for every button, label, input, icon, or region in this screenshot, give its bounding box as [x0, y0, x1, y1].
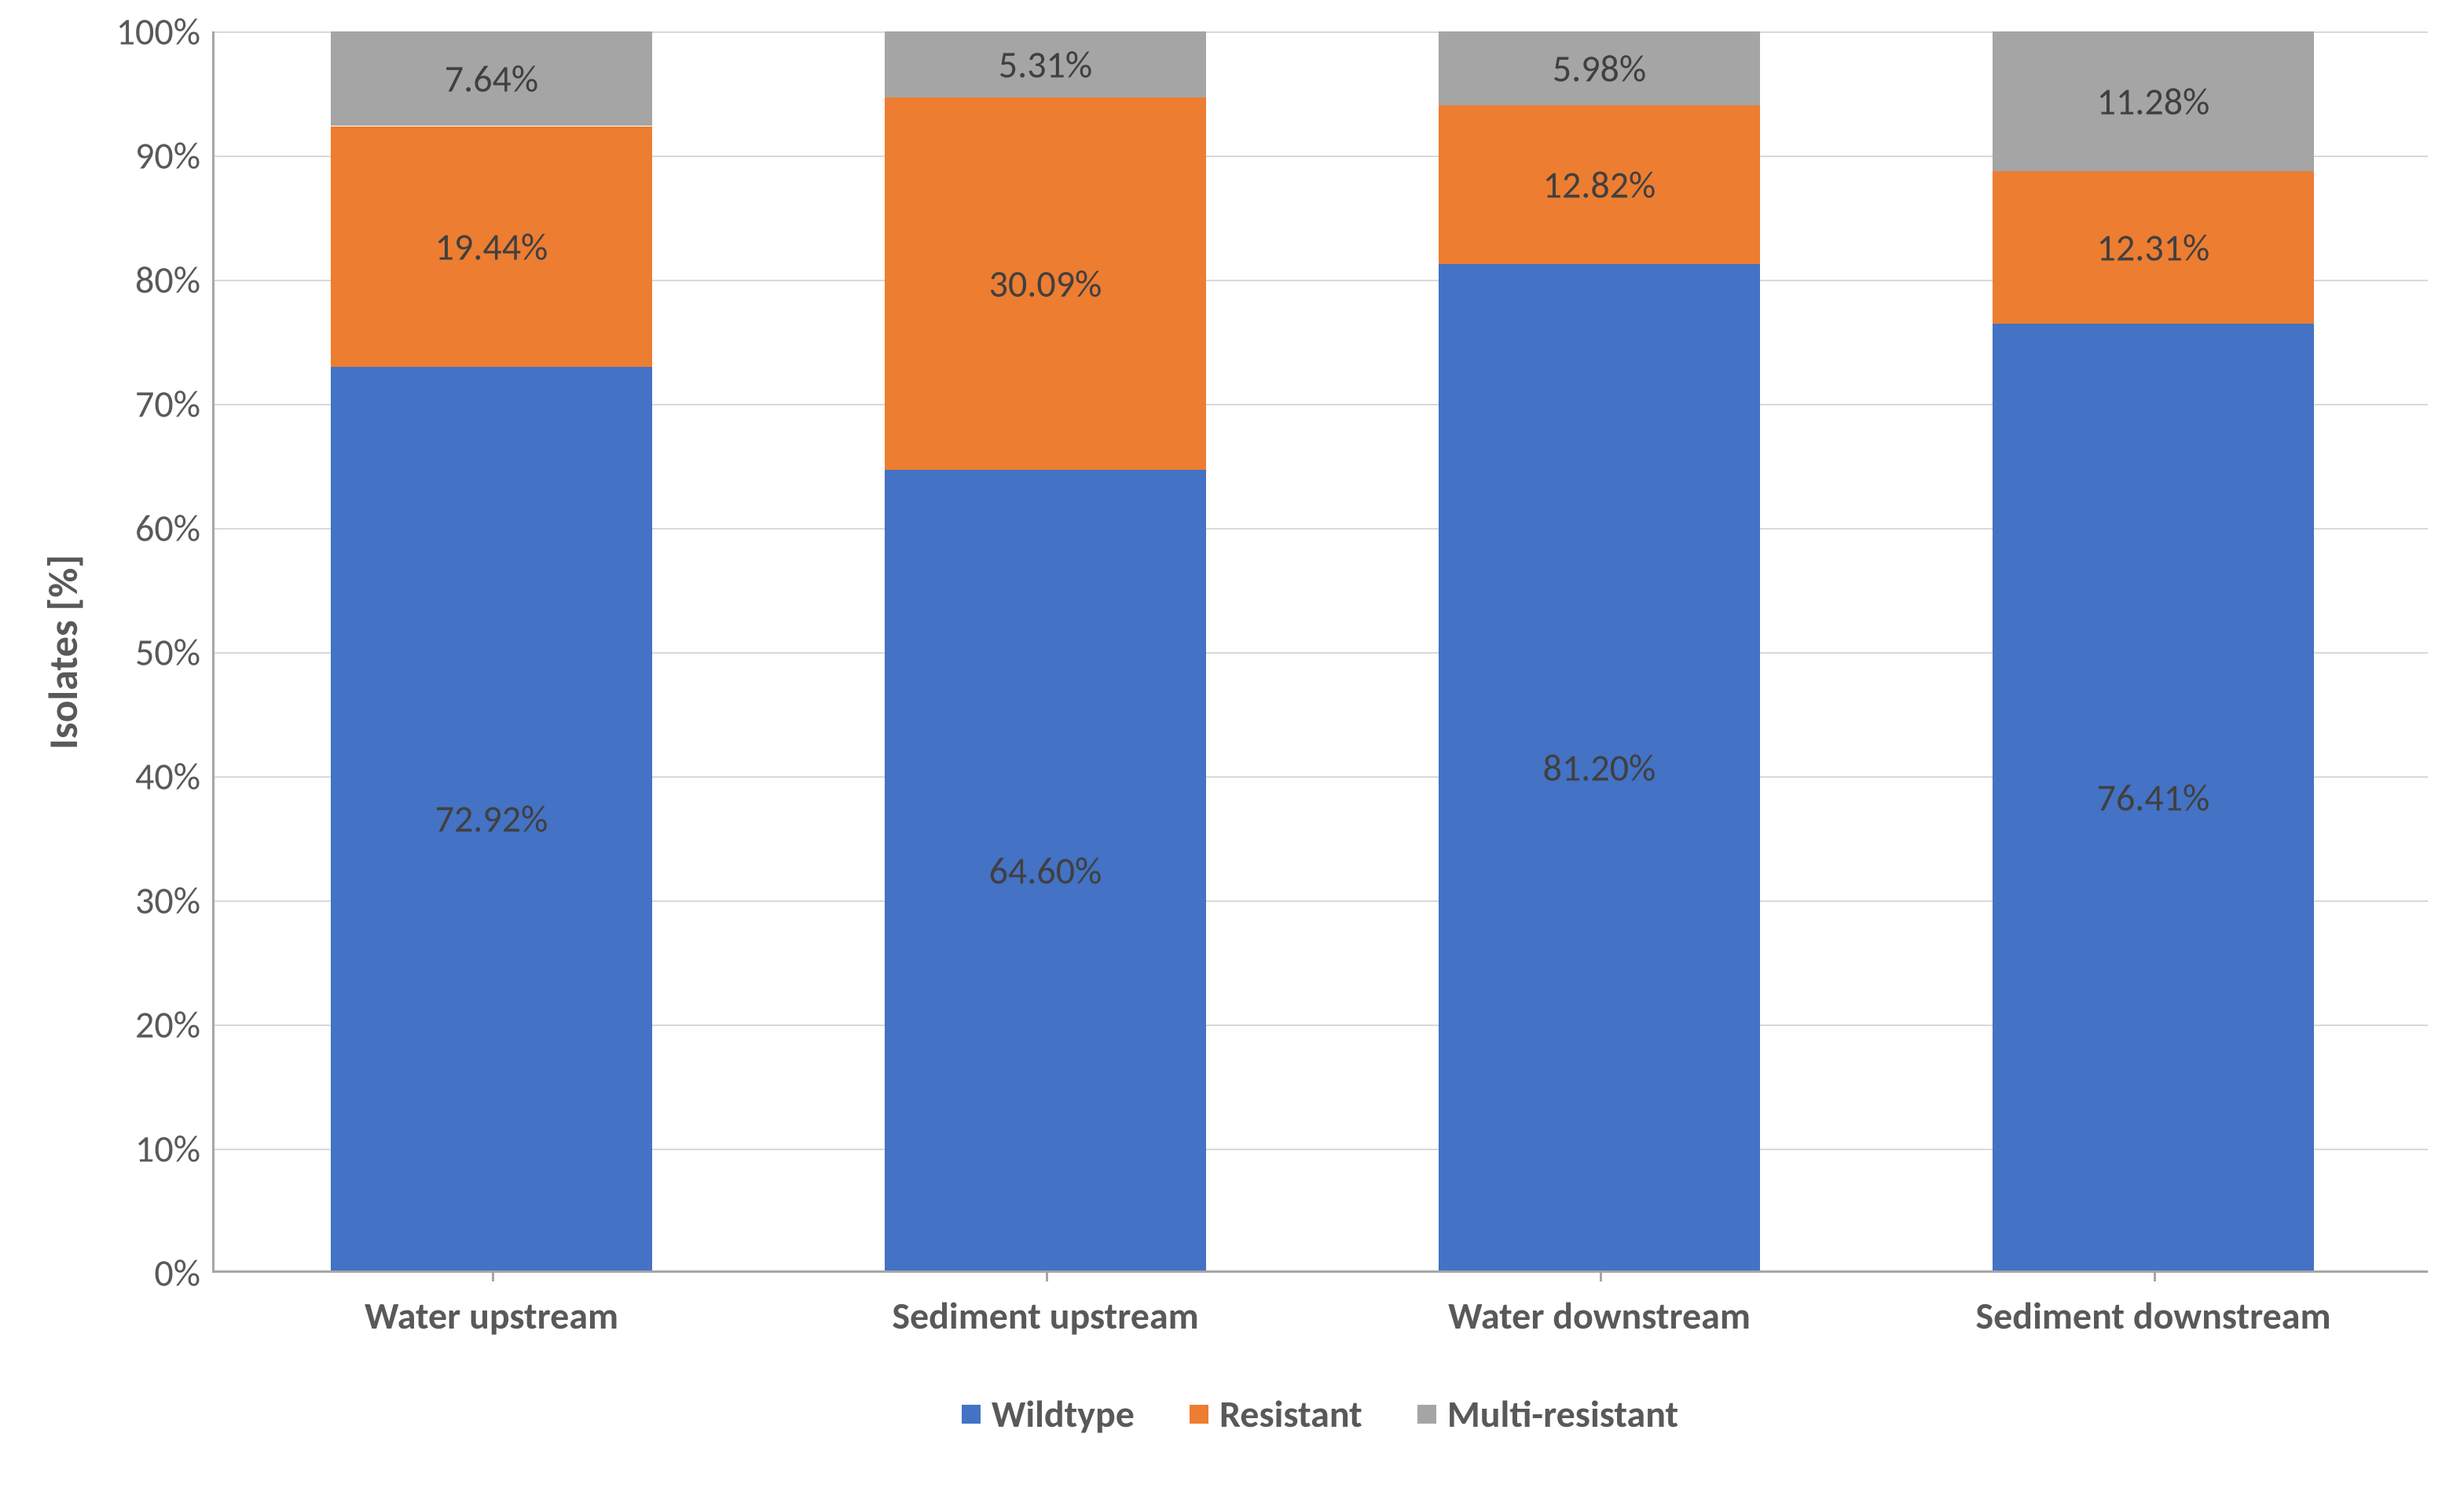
data-label: 5.98% [1553, 46, 1646, 92]
y-tick-label: 100% [116, 9, 200, 55]
data-label: 12.31% [2097, 224, 2210, 270]
bar: 81.20% 12.82% 5.98% [1439, 31, 1760, 1270]
y-tick-label: 10% [135, 1126, 200, 1172]
bar: 72.92% 19.44% 7.64% [331, 31, 652, 1270]
y-tick-label: 30% [135, 878, 200, 924]
x-tick-mark [1600, 1270, 1602, 1281]
x-tick-label: Water downstream [1448, 1292, 1751, 1339]
x-tick-mark [492, 1270, 494, 1281]
y-tick-label: 70% [135, 381, 200, 427]
bar: 64.60% 30.09% 5.31% [885, 31, 1206, 1270]
x-tick-label: Water upstream [365, 1292, 618, 1339]
legend-item: Wildtype [962, 1391, 1135, 1437]
data-label: 7.64% [445, 56, 538, 102]
bar: 76.41% 12.31% 11.28% [1993, 31, 2314, 1270]
y-tick-label: 50% [135, 629, 200, 676]
x-tick-label: Sediment downstream [1975, 1292, 2330, 1339]
x-tick-mark [1046, 1270, 1048, 1281]
y-tick-label: 80% [135, 257, 200, 303]
data-label: 72.92% [435, 796, 548, 842]
legend-item: Multi-resistant [1417, 1391, 1678, 1437]
x-tick-mark [2154, 1270, 2156, 1281]
y-tick-label: 20% [135, 1002, 200, 1048]
isolates-stacked-bar-chart: 0% 10% 20% 30% 40% 50% 60% 70% 80% 90% 100% 72.92% 1… [0, 0, 2464, 1492]
legend-label: Wildtype [992, 1391, 1135, 1437]
data-label: 81.20% [1543, 744, 1656, 790]
legend-swatch [962, 1405, 981, 1424]
y-tick-label: 90% [135, 133, 200, 179]
data-label: 5.31% [999, 41, 1092, 87]
data-label: 76.41% [2097, 774, 2210, 820]
x-tick-label: Sediment upstream [892, 1292, 1198, 1339]
data-label: 12.82% [1543, 162, 1656, 208]
data-label: 19.44% [435, 223, 548, 269]
data-label: 11.28% [2097, 78, 2210, 124]
legend-item: Resistant [1190, 1391, 1362, 1437]
legend-swatch [1417, 1405, 1436, 1424]
plot-area: 0%10%20%30%40%50%60%70%80%90%100%72.92%1… [212, 31, 2428, 1273]
y-tick-label: 60% [135, 505, 200, 552]
y-tick-label: 0% [154, 1250, 200, 1296]
y-axis-title: Isolates [%] [38, 555, 88, 750]
legend-label: Multi-resistant [1447, 1391, 1678, 1437]
legend: Wildtype Resistant Multi-resistant [212, 1391, 2428, 1437]
data-label: 64.60% [989, 847, 1102, 893]
data-label: 30.09% [989, 261, 1102, 307]
y-tick-label: 40% [135, 753, 200, 800]
legend-label: Resistant [1219, 1391, 1362, 1437]
legend-swatch [1190, 1405, 1208, 1424]
